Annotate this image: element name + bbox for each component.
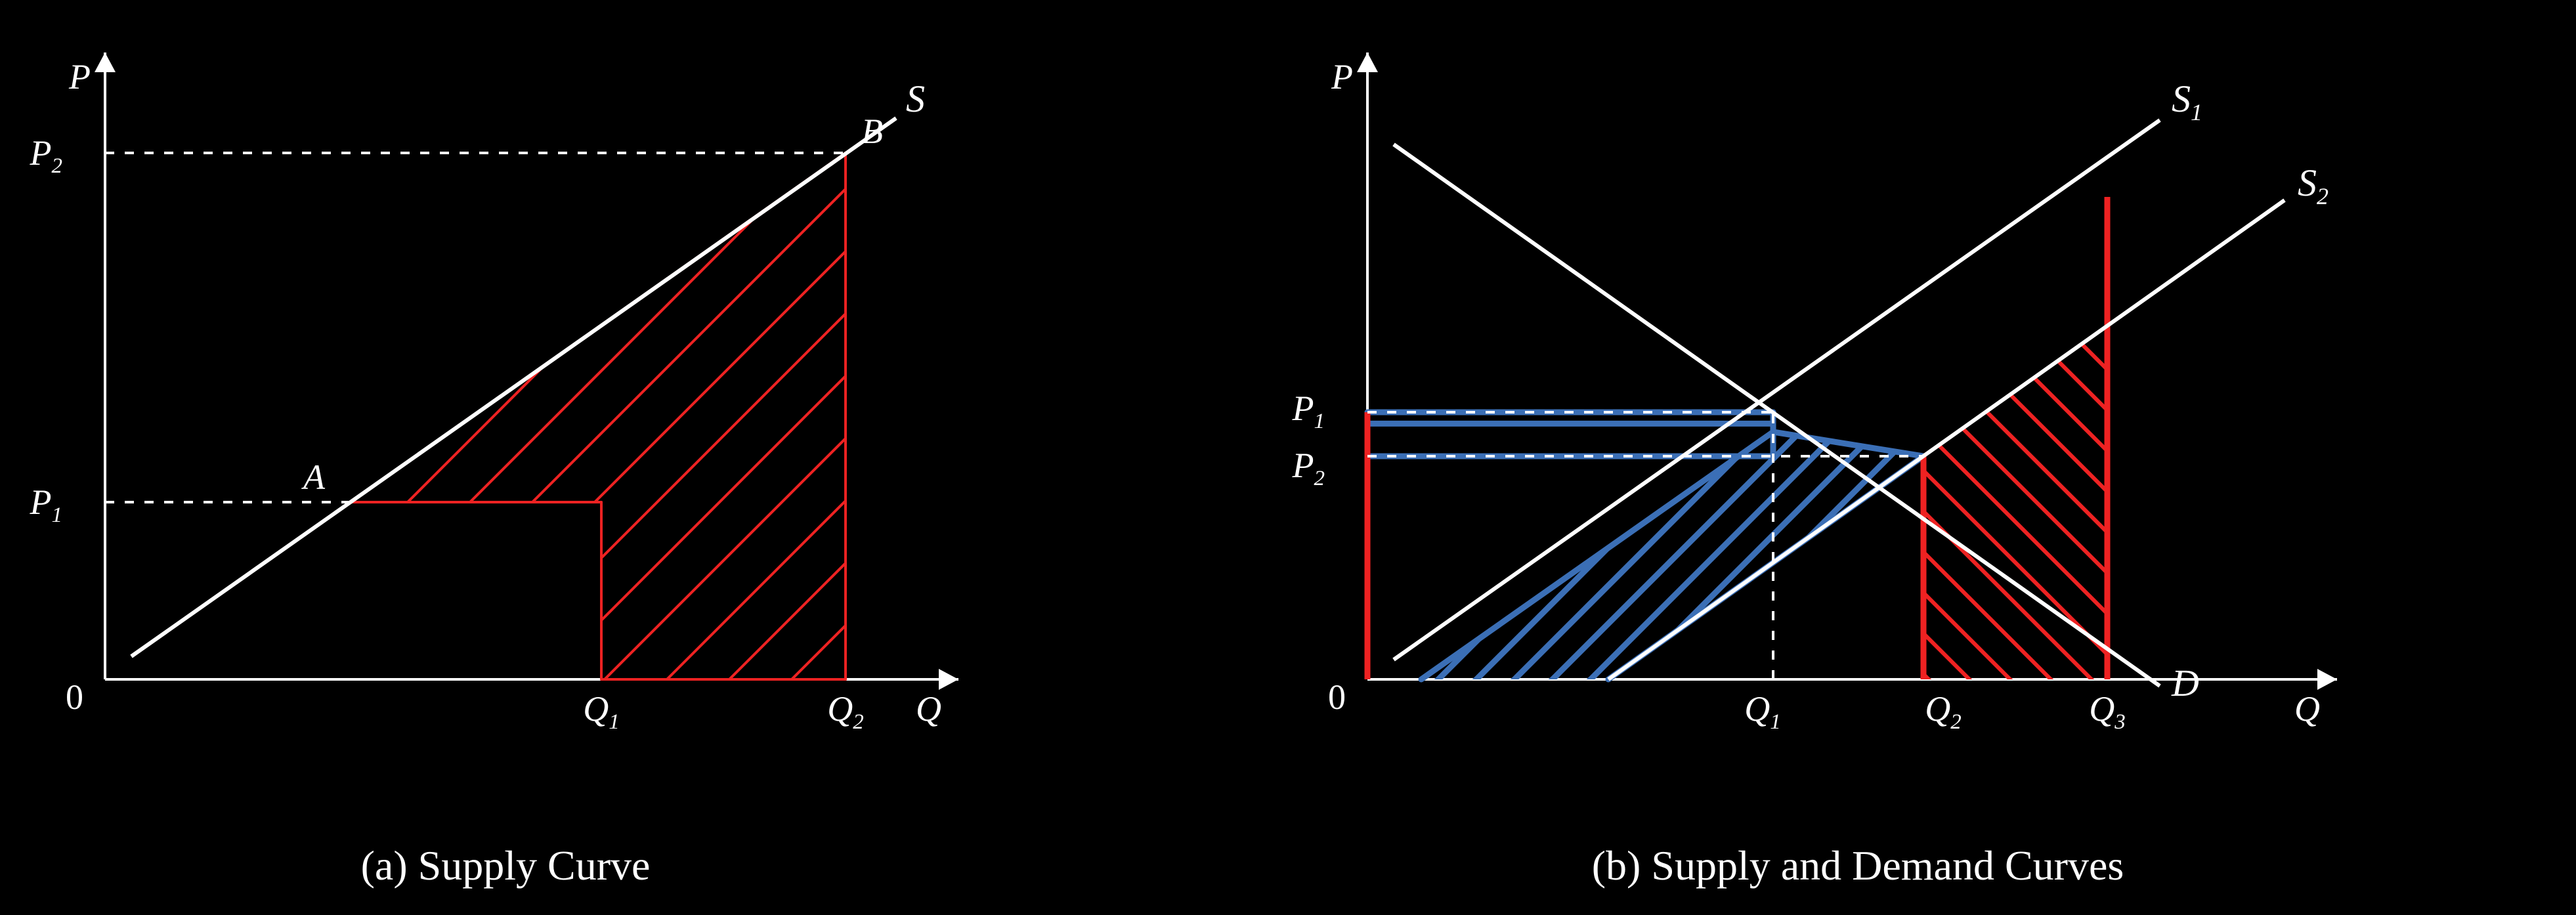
right-origin-label: 0	[1328, 677, 1346, 717]
right-red-hatch	[1891, 0, 2140, 915]
left-p2-label: P2	[30, 133, 63, 178]
left-region-outline	[350, 153, 846, 679]
right-axes	[1357, 53, 2337, 690]
right-q1-label: Q1	[1744, 689, 1781, 734]
figure-stage: 0 Q P P1 P2 Q1 Q2 A B S (a) Supply Curve	[0, 0, 2576, 915]
right-q3-label: Q3	[2089, 689, 2126, 734]
right-q2-label: Q2	[1925, 689, 1962, 734]
left-axes	[95, 53, 958, 690]
right-s1-label: S1	[2172, 77, 2202, 125]
right-panel-title: (b) Supply and Demand Curves	[1592, 842, 2124, 889]
right-panel: 0 Q P P1 P2 Q1 Q2 Q3 S1 S2 D (b) Supply …	[1292, 0, 2338, 915]
left-y-axis-arrowhead	[95, 53, 116, 72]
right-d-label: D	[2171, 662, 2199, 704]
right-s2-label: S2	[2298, 161, 2329, 209]
left-p1-label: P1	[30, 482, 63, 527]
right-y-axis-arrowhead	[1357, 53, 1378, 72]
left-x-axis-label: Q	[916, 689, 941, 729]
right-y-axis-label: P	[1331, 57, 1353, 96]
figure-svg: 0 Q P P1 P2 Q1 Q2 A B S (a) Supply Curve	[0, 0, 2576, 915]
left-supply-curve	[131, 118, 896, 656]
left-supply-label: S	[906, 77, 925, 120]
left-point-b-label: B	[861, 112, 883, 151]
right-p2-label: P2	[1292, 446, 1325, 490]
left-hatched-region	[317, 0, 878, 915]
left-y-axis-label: P	[68, 57, 91, 96]
right-x-axis-arrowhead	[2317, 669, 2337, 690]
left-x-axis-arrowhead	[939, 669, 958, 690]
right-p1-label: P1	[1292, 389, 1325, 433]
left-q1-label: Q1	[583, 689, 620, 734]
left-panel: 0 Q P P1 P2 Q1 Q2 A B S (a) Supply Curve	[30, 0, 959, 915]
left-origin-label: 0	[66, 677, 83, 717]
left-point-a-label: A	[301, 458, 326, 497]
left-q2-label: Q2	[827, 689, 864, 734]
left-panel-title: (a) Supply Curve	[361, 842, 651, 889]
right-x-axis-label: Q	[2294, 689, 2320, 729]
